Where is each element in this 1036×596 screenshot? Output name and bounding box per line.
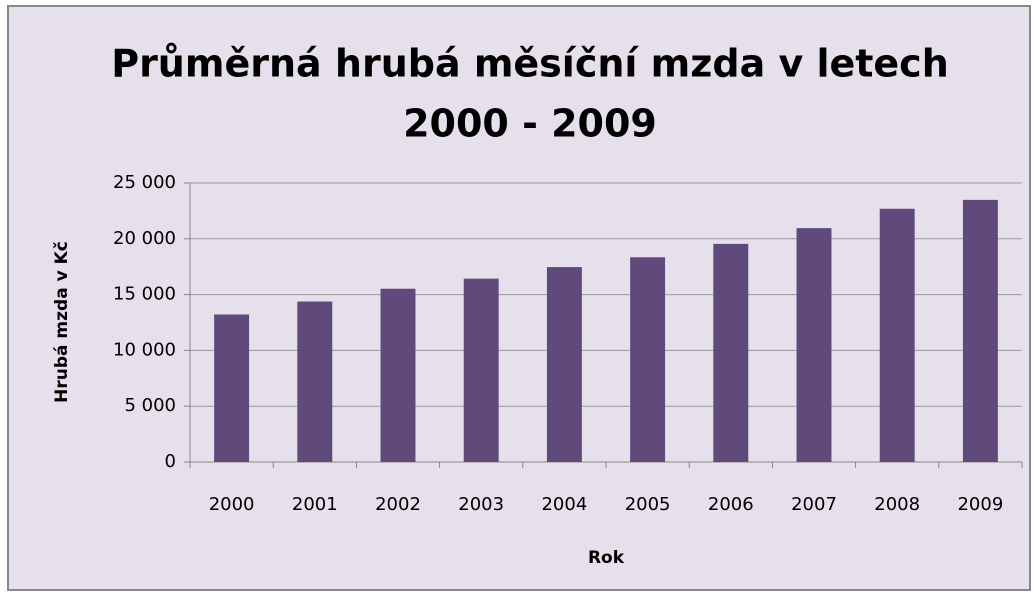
y-tick-label: 15 000: [113, 284, 176, 305]
bar: [630, 257, 666, 462]
x-tick-label: 2005: [625, 494, 671, 515]
bar: [297, 301, 333, 462]
x-tick-label: 2009: [957, 494, 1003, 515]
x-tick-label: 2000: [209, 494, 255, 515]
x-tick-label: 2008: [874, 494, 920, 515]
bar: [380, 288, 416, 462]
y-tick-label: 25 000: [113, 172, 176, 193]
x-tick-label: 2004: [541, 494, 587, 515]
chart-area: [7, 5, 1031, 591]
bar: [879, 208, 915, 462]
y-tick-label: 20 000: [113, 228, 176, 249]
bar: [962, 199, 998, 463]
x-axis-label: Rok: [588, 548, 625, 568]
bar: [796, 228, 832, 462]
bar: [546, 267, 582, 462]
bar: [713, 243, 749, 462]
y-tick-label: 5 000: [124, 395, 176, 416]
y-tick-label: 10 000: [113, 339, 176, 360]
chart-title: 2000 - 2009: [403, 102, 657, 146]
x-tick-label: 2001: [292, 494, 338, 515]
bar: [463, 278, 499, 462]
bar: [214, 314, 250, 462]
x-tick-label: 2007: [791, 494, 837, 515]
x-tick-label: 2006: [708, 494, 754, 515]
y-tick-label: 0: [165, 451, 176, 472]
chart-title: Průměrná hrubá měsíční mzda v letech: [111, 42, 949, 86]
x-tick-label: 2002: [375, 494, 421, 515]
x-tick-label: 2003: [458, 494, 504, 515]
y-axis-label: Hrubá mzda v Kč: [52, 241, 72, 403]
